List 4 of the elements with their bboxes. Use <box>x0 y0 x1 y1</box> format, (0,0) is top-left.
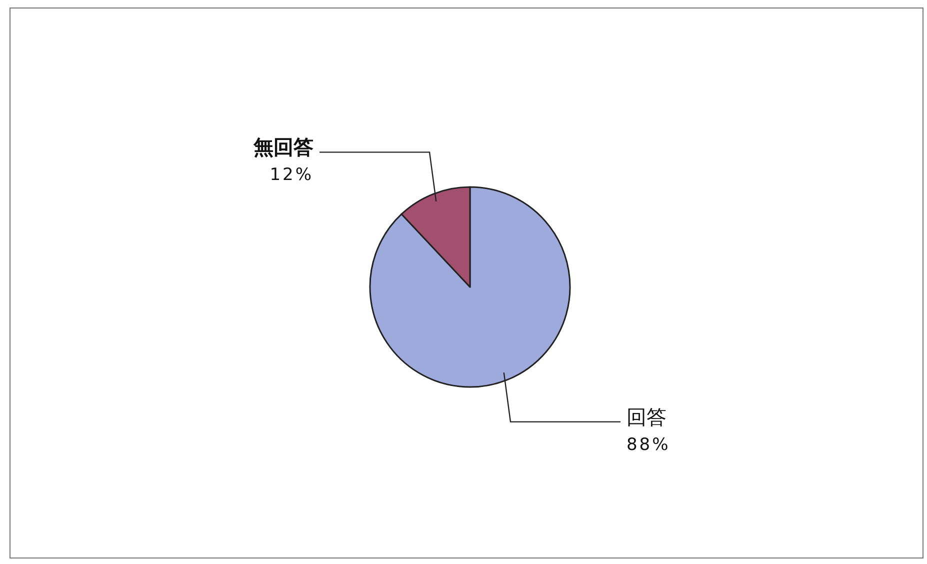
slice-label: 無回答 <box>252 135 314 160</box>
data-label: 12% <box>270 165 314 186</box>
slice-label: 回答 <box>626 404 666 429</box>
data-label: 88% <box>626 434 670 455</box>
